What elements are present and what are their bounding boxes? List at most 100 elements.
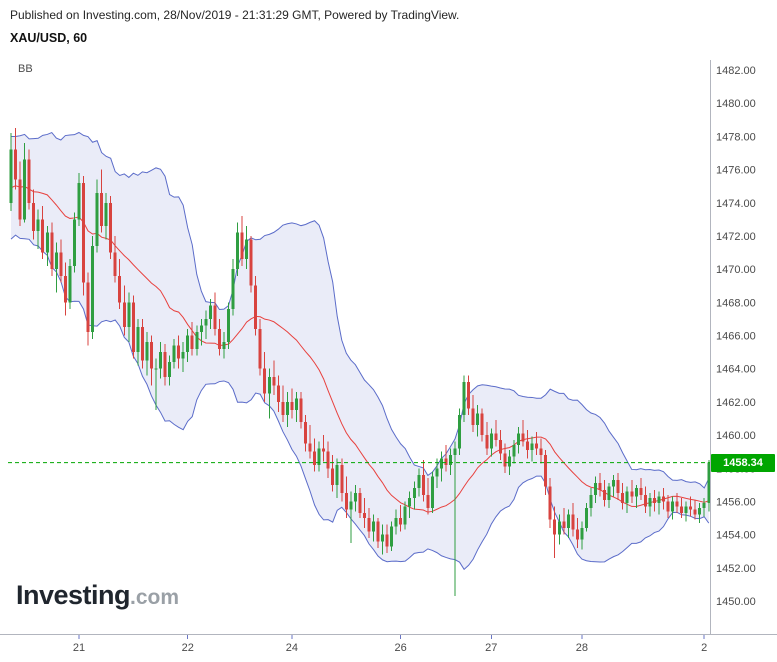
price-axis-label: 1452.00 (716, 563, 756, 575)
candle-body (381, 534, 385, 542)
candle-body (435, 468, 439, 477)
candle-body (118, 275, 122, 303)
candle-body (471, 408, 475, 426)
published-line: Published on Investing.com, 28/Nov/2019 … (10, 8, 460, 22)
candle-body (82, 182, 85, 283)
candle-body (684, 506, 688, 514)
candle-body (240, 232, 244, 260)
candle-body (625, 491, 629, 504)
candle-body (258, 328, 262, 369)
candle-body (95, 192, 99, 246)
candle-body (59, 252, 63, 276)
candle-body (276, 385, 280, 402)
candle-body (304, 421, 308, 444)
candle-body (594, 483, 597, 495)
price-axis-label: 1456.00 (716, 496, 756, 508)
candle-body (290, 401, 294, 411)
candle-body (68, 265, 72, 303)
price-axis-label: 1474.00 (716, 198, 756, 210)
candle-body (544, 454, 548, 487)
candle-body (168, 362, 172, 377)
candle-body (458, 415, 462, 449)
investing-logo-suffix: .com (130, 586, 180, 609)
candle-body (14, 149, 18, 180)
price-axis-label: 1476.00 (716, 165, 756, 177)
candle-body (417, 474, 421, 489)
candle-body (23, 159, 27, 220)
candle-body (145, 342, 149, 361)
price-axis-label: 1462.00 (716, 397, 756, 409)
candle-body (539, 448, 543, 455)
candle-body (639, 488, 643, 495)
candle-body (584, 508, 588, 528)
candle-body (358, 493, 362, 514)
candle-body (77, 182, 81, 220)
candle-body (439, 458, 443, 469)
candle-body (308, 443, 312, 452)
candle-body (603, 489, 607, 500)
candle-body (652, 498, 656, 504)
candle-body (149, 342, 153, 369)
candle-body (181, 352, 185, 359)
investing-logo: Investing.com (16, 580, 179, 611)
candle-body (399, 518, 403, 525)
candle-body (272, 376, 276, 386)
candle-body (263, 368, 267, 394)
candle-body (195, 332, 199, 349)
price-axis-label: 1478.00 (716, 131, 756, 143)
price-axis-labels[interactable]: 1482.00 1480.00 1478.00 1476.00 1474.00 1472.… (716, 65, 756, 608)
price-axis-label: 1480.00 (716, 98, 756, 110)
candle-body (113, 252, 117, 276)
bollinger-upper-line (10, 131, 710, 489)
candle-body (557, 521, 561, 535)
candle-body (671, 501, 675, 512)
candle-body (254, 285, 258, 329)
candle-body (376, 521, 380, 542)
candle-body (177, 345, 181, 359)
candle-body (159, 352, 163, 369)
candle-body (353, 493, 357, 502)
time-axis-label: 28 (576, 642, 588, 654)
candle-body (612, 479, 616, 487)
candle-body (140, 327, 144, 361)
candle-body (322, 448, 326, 452)
candle-body (317, 448, 321, 465)
candle-body (553, 519, 557, 535)
bollinger-lower-line (10, 234, 710, 571)
candle-body (281, 401, 285, 416)
time-axis-label: 22 (182, 642, 194, 654)
price-axis-label: 1482.00 (716, 65, 756, 77)
time-axis-label: 26 (395, 642, 407, 654)
candles-layer (9, 128, 711, 597)
candle-body (245, 239, 249, 260)
time-axis-labels[interactable]: 21 22 24 26 27 28 2 (73, 635, 707, 654)
candle-body (362, 513, 366, 519)
candle-body (331, 468, 335, 485)
candle-body (371, 521, 375, 532)
price-axis-label: 1472.00 (716, 231, 756, 243)
bollinger-fill (11, 132, 709, 570)
candle-body (236, 232, 240, 270)
price-axis-label: 1468.00 (716, 297, 756, 309)
candle-body (526, 441, 530, 450)
candle-body (217, 328, 221, 349)
candle-body (426, 494, 430, 509)
candle-body (54, 252, 58, 270)
candle-body (385, 534, 389, 547)
candle-body (109, 202, 113, 253)
candle-body (430, 476, 434, 509)
candle-body (294, 398, 298, 411)
price-axis-label: 1470.00 (716, 264, 756, 276)
candle-body (589, 494, 593, 509)
candle-body (104, 202, 108, 226)
candle-body (344, 493, 348, 510)
candle-body (172, 345, 176, 363)
candle-body (267, 376, 271, 394)
candle-body (661, 496, 665, 502)
candle-body (449, 454, 453, 465)
candle-body (616, 479, 620, 494)
candle-body (516, 433, 520, 446)
candle-body (32, 202, 36, 231)
